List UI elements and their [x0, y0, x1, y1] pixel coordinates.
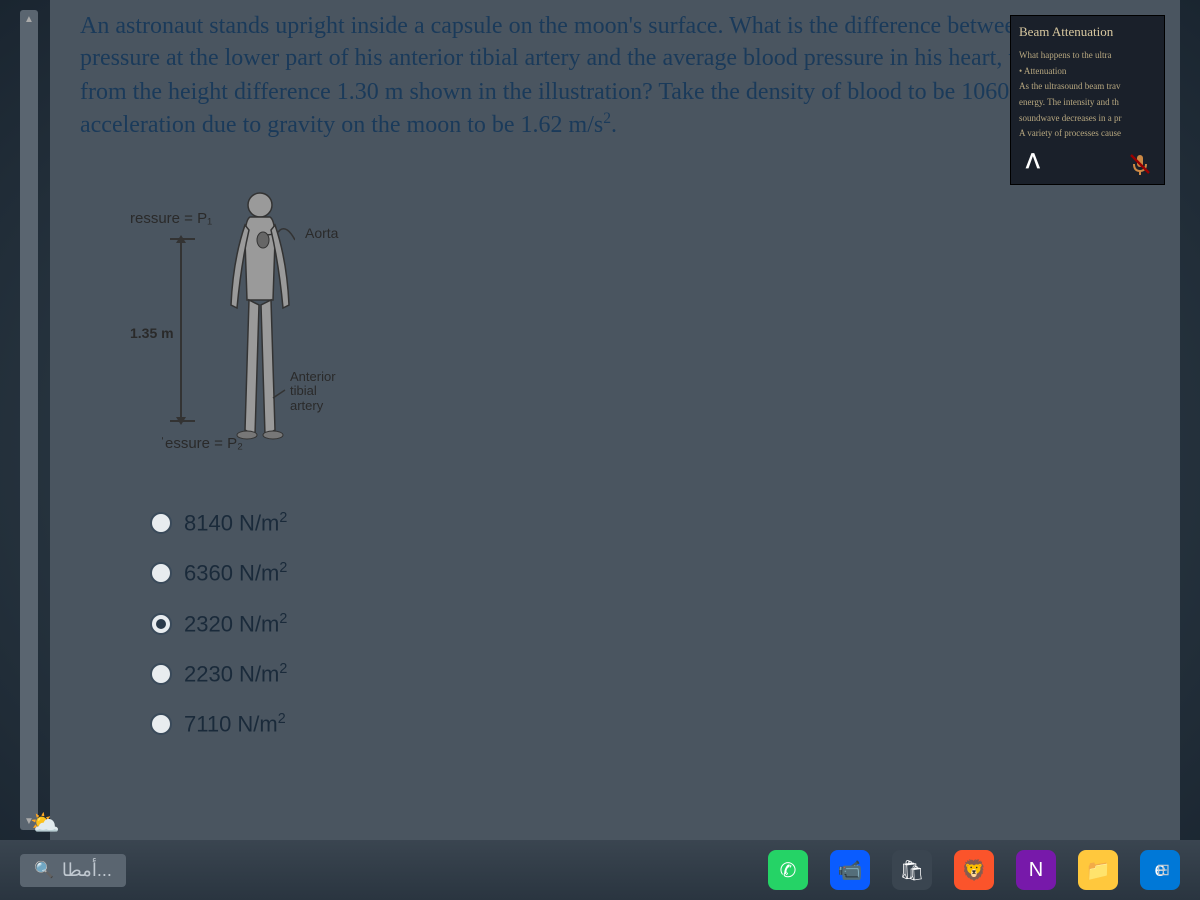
pip-slide-thumbnail[interactable]: Beam Attenuation What happens to the ult… — [1010, 15, 1165, 185]
mic-muted-icon[interactable] — [1128, 152, 1152, 176]
answer-label: 6360 N/m2 — [184, 560, 287, 586]
answer-option-4[interactable]: 7110 N/m2 — [150, 711, 287, 737]
artery-label: Anteriortibialartery — [290, 370, 336, 413]
body-diagram: ressure = P₁ Aorta 1.35 m Anteriortibial… — [130, 170, 410, 470]
taskbar-search[interactable]: 🔍 أمطا... — [20, 854, 126, 887]
task-view-icon[interactable]: ⊞ — [1157, 860, 1170, 880]
height-arrow — [180, 240, 182, 420]
aorta-label: Aorta — [305, 225, 338, 241]
height-label: 1.35 m — [130, 325, 174, 341]
answer-label: 2320 N/m2 — [184, 611, 287, 637]
pip-collapse-chevron[interactable]: ᐱ — [1026, 149, 1040, 174]
human-silhouette — [225, 190, 295, 440]
search-icon: 🔍 — [34, 860, 54, 880]
answer-options: 8140 N/m2 6360 N/m2 2320 N/m2 2230 N/m2 7110… — [150, 510, 287, 762]
vertical-scrollbar[interactable]: ▲ ▼ — [20, 10, 38, 830]
answer-option-1[interactable]: 6360 N/m2 — [150, 560, 287, 586]
answer-label: 8140 N/m2 — [184, 510, 287, 536]
answer-option-0[interactable]: 8140 N/m2 — [150, 510, 287, 536]
answer-option-3[interactable]: 2230 N/m2 — [150, 661, 287, 687]
taskbar-app-onenote[interactable]: N — [1016, 850, 1056, 890]
radio-button[interactable] — [150, 562, 172, 584]
taskbar-app-files[interactable]: 📁 — [1078, 850, 1118, 890]
radio-button[interactable] — [150, 713, 172, 735]
pip-body-text: What happens to the ultra• AttenuationAs… — [1019, 50, 1156, 140]
taskbar-app-whatsapp[interactable]: ✆ — [768, 850, 808, 890]
pip-title: Beam Attenuation — [1019, 24, 1156, 40]
scroll-up-arrow[interactable]: ▲ — [22, 12, 36, 26]
answer-label: 7110 N/m2 — [184, 711, 286, 737]
answer-option-2[interactable]: 2320 N/m2 — [150, 611, 287, 637]
answer-label: 2230 N/m2 — [184, 661, 287, 687]
taskbar-app-brave[interactable]: 🦁 — [954, 850, 994, 890]
taskbar-pinned-apps: ✆📹🛍🦁N📁e — [768, 850, 1180, 890]
radio-button[interactable] — [150, 663, 172, 685]
taskbar: 🔍 أمطا... ✆📹🛍🦁N📁e ⊞ — [0, 840, 1200, 900]
taskbar-right-tray[interactable]: ⊞ — [1157, 860, 1170, 880]
taskbar-app-store[interactable]: 🛍 — [892, 850, 932, 890]
radio-button[interactable] — [150, 613, 172, 635]
radio-button[interactable] — [150, 512, 172, 534]
taskbar-app-camera[interactable]: 📹 — [830, 850, 870, 890]
search-placeholder: أمطا... — [62, 860, 112, 881]
p1-label: ressure = P₁ — [130, 210, 212, 227]
weather-widget-icon[interactable]: ⛅ — [30, 809, 60, 838]
quiz-content-pane: An astronaut stands upright inside a cap… — [50, 0, 1180, 840]
